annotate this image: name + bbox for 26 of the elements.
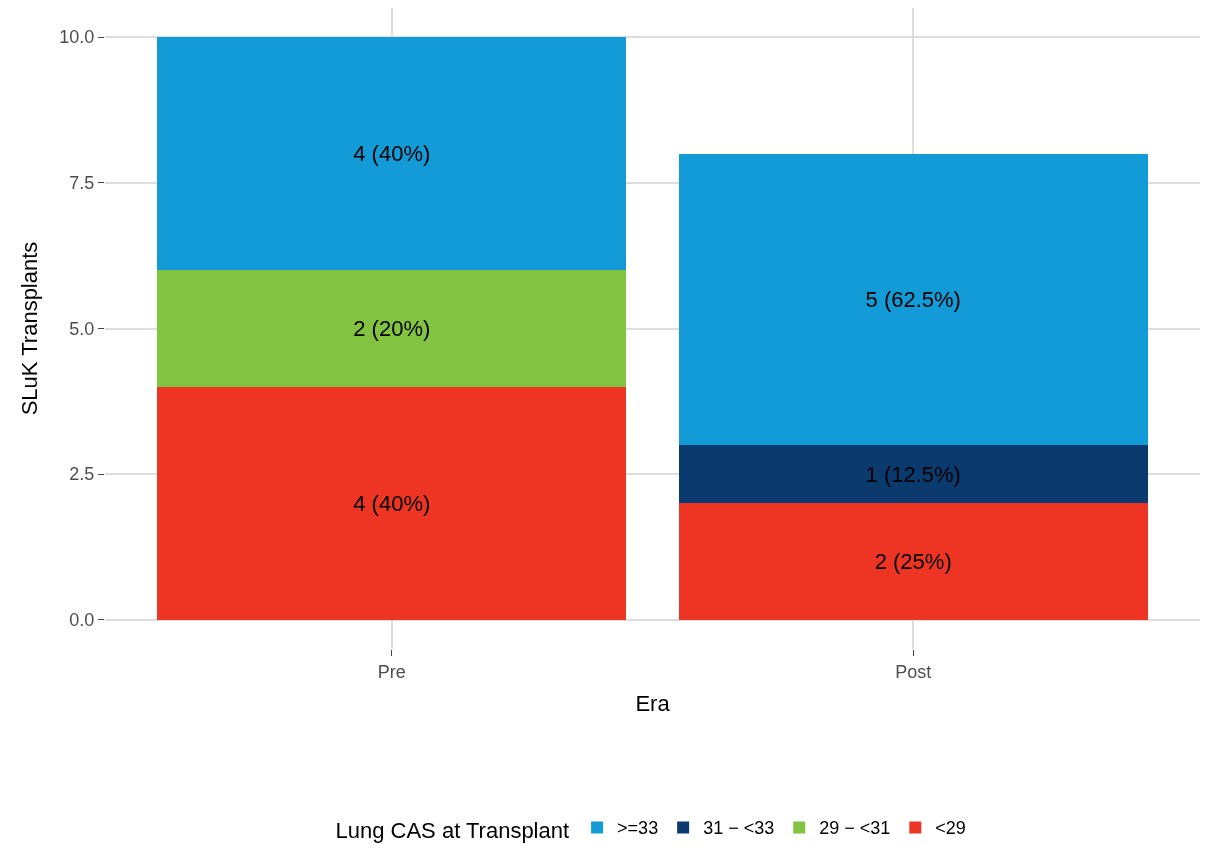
y-tick-label: 5.0 [69,318,95,339]
y-tick-label: 10.0 [59,27,95,48]
y-tick-label: 0.0 [69,610,95,631]
y-axis-title: SLuK Transplants [17,241,43,416]
y-tick-label: 2.5 [69,464,95,485]
legend-label: 29 − <31 [819,818,891,839]
data-label: 2 (25%) [874,549,952,575]
bar [157,270,627,387]
legend-label: 31 − <33 [703,818,775,839]
x-tick-label: Pre [377,661,406,682]
bar [157,386,627,620]
data-label: 5 (62.5%) [865,286,961,312]
y-tick-label: 7.5 [69,173,95,194]
legend-title: Lung CAS at Transplant [335,817,570,843]
bar [678,503,1148,620]
data-label: 1 (12.5%) [865,461,961,487]
legend-label: <29 [935,818,966,839]
data-label: 4 (40%) [353,490,431,516]
bar [678,445,1148,504]
x-tick-label: Post [895,661,932,682]
data-label: 4 (40%) [353,141,431,167]
legend-label: >=33 [617,818,659,839]
data-label: 2 (20%) [353,316,431,341]
bar [678,153,1148,446]
x-axis-title: Era [635,691,671,717]
bar [157,37,627,271]
